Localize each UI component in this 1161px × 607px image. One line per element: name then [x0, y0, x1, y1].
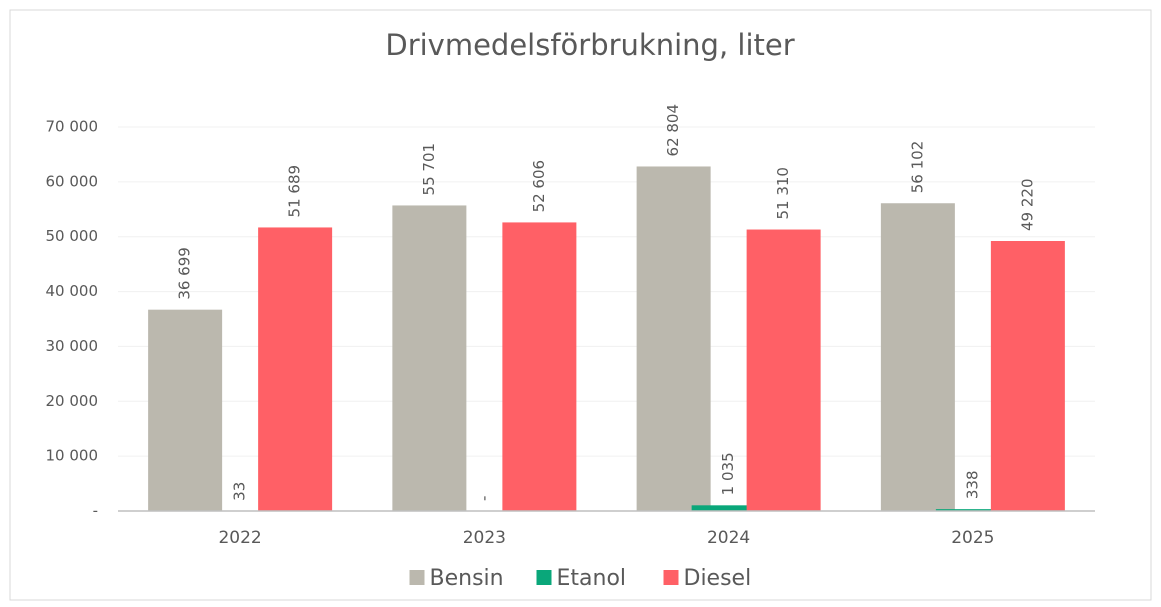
bar: [636, 166, 711, 511]
bar: [935, 509, 1010, 511]
y-tick-label: 50 000: [46, 227, 99, 245]
x-tick-label: 2025: [951, 528, 994, 548]
bar: [746, 229, 821, 511]
data-label: 51 689: [286, 165, 304, 218]
data-label: 51 310: [774, 167, 792, 220]
y-tick-label: 10 000: [46, 447, 99, 465]
data-label: 52 606: [530, 160, 548, 213]
bar: [691, 505, 766, 511]
data-label: 338: [963, 471, 981, 500]
y-tick-label: -: [93, 502, 98, 520]
data-label: -: [475, 496, 493, 501]
bar: [990, 240, 1065, 511]
data-label: 62 804: [664, 104, 682, 157]
legend-label: Bensin: [430, 566, 504, 591]
bar: [258, 227, 333, 511]
data-label: 1 035: [719, 452, 737, 495]
legend-swatch: [536, 570, 552, 585]
y-tick-label: 30 000: [46, 337, 99, 355]
bar: [880, 203, 955, 511]
y-tick-label: 40 000: [46, 282, 99, 300]
x-tick-label: 2024: [707, 528, 750, 548]
data-label: 56 102: [908, 141, 926, 194]
data-label: 55 701: [420, 143, 438, 196]
x-tick-label: 2022: [218, 528, 261, 548]
data-label: 36 699: [176, 247, 194, 300]
bar: [148, 309, 223, 511]
legend-label: Etanol: [557, 566, 627, 591]
y-tick-label: 60 000: [46, 172, 99, 190]
data-label: 33: [231, 482, 249, 501]
legend-label: Diesel: [684, 566, 752, 591]
y-tick-label: 70 000: [46, 118, 99, 136]
data-label: 49 220: [1018, 178, 1036, 231]
chart-title: Drivmedelsförbrukning, liter: [385, 28, 794, 62]
bar: [392, 205, 467, 511]
y-tick-label: 20 000: [46, 392, 99, 410]
legend-swatch: [663, 570, 679, 585]
legend-swatch: [409, 570, 425, 585]
x-tick-label: 2023: [463, 528, 506, 548]
bar: [502, 222, 577, 511]
